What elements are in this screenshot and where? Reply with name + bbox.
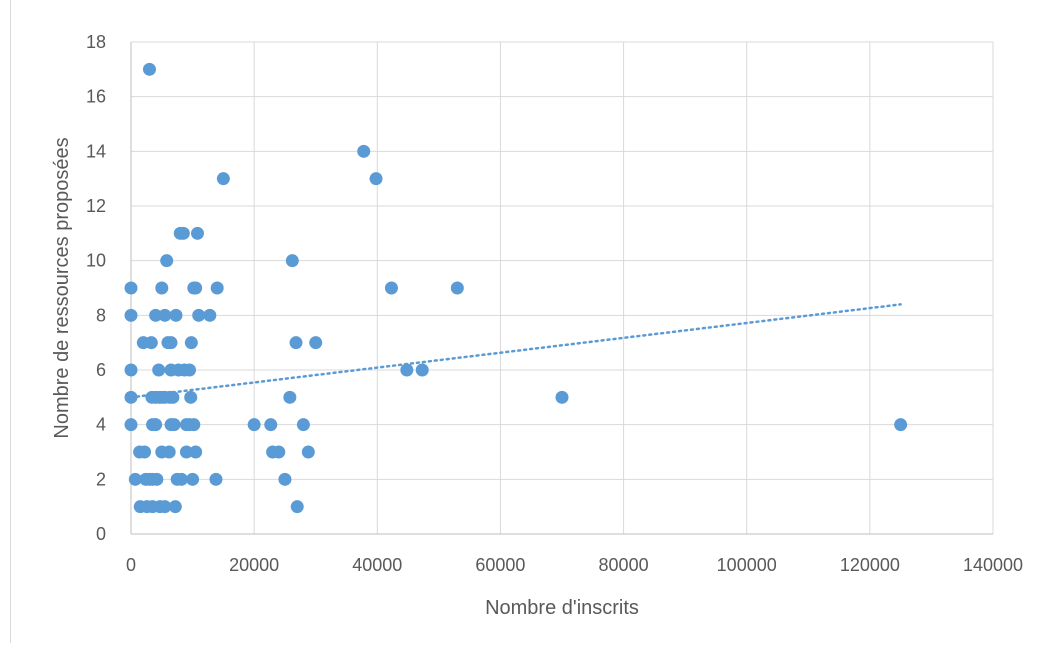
y-tick-label: 8: [96, 305, 106, 325]
trendline: [129, 303, 902, 399]
data-point: [124, 390, 138, 404]
data-point: [357, 144, 371, 158]
x-tick-label: 80000: [599, 555, 649, 575]
data-point: [289, 336, 303, 350]
data-point: [203, 308, 217, 322]
data-point: [149, 308, 163, 322]
data-point: [369, 172, 383, 186]
data-point: [162, 445, 176, 459]
data-point: [384, 281, 398, 295]
y-tick-label: 16: [86, 87, 106, 107]
data-point: [124, 363, 138, 377]
data-point: [264, 418, 278, 432]
data-point: [272, 445, 286, 459]
data-point: [160, 254, 174, 268]
data-point: [128, 472, 142, 486]
y-tick-label: 6: [96, 360, 106, 380]
axes: [130, 42, 993, 535]
x-tick-label: 60000: [475, 555, 525, 575]
data-point: [184, 390, 198, 404]
data-point: [166, 390, 180, 404]
data-point: [187, 418, 201, 432]
data-point: [278, 472, 292, 486]
data-point: [142, 62, 156, 76]
data-point: [296, 418, 310, 432]
data-point: [158, 308, 172, 322]
data-point: [150, 472, 164, 486]
x-tick-label: 140000: [963, 555, 1023, 575]
data-point: [216, 172, 230, 186]
x-tick-label: 100000: [717, 555, 777, 575]
x-tick-label: 20000: [229, 555, 279, 575]
y-tick-label: 10: [86, 251, 106, 271]
data-point: [169, 308, 183, 322]
data-point: [176, 226, 190, 240]
x-tick-label: 40000: [352, 555, 402, 575]
chart-border-line: [10, 0, 11, 643]
data-point: [192, 308, 206, 322]
gridlines: [131, 41, 994, 534]
x-axis-title: Nombre d'inscrits: [485, 597, 639, 619]
data-point: [167, 418, 181, 432]
data-point: [155, 281, 169, 295]
data-point: [184, 336, 198, 350]
data-point: [144, 336, 158, 350]
tick-labels: 0 20000 40000 60000 80000 100000 120000 140000 0…: [86, 32, 1023, 575]
data-point: [152, 363, 166, 377]
y-axis-title: Nombre de ressources proposées: [51, 137, 73, 438]
data-point: [168, 500, 182, 514]
trendline-group: [129, 303, 902, 399]
data-point: [283, 390, 297, 404]
axis-labels: Nombre d'inscrits Nombre de ressources p…: [51, 137, 639, 619]
data-point: [158, 500, 172, 514]
data-point: [174, 472, 188, 486]
y-tick-label: 4: [96, 415, 106, 435]
y-tick-label: 2: [96, 469, 106, 489]
data-point: [164, 336, 178, 350]
data-point: [309, 336, 323, 350]
data-point: [290, 500, 304, 514]
y-tick-label: 0: [96, 524, 106, 544]
x-tick-label: 120000: [840, 555, 900, 575]
data-point: [186, 472, 200, 486]
data-point: [189, 281, 203, 295]
data-point: [190, 226, 204, 240]
y-tick-label: 18: [86, 32, 106, 52]
data-point: [138, 445, 152, 459]
data-point: [247, 418, 261, 432]
data-point: [209, 472, 223, 486]
data-point: [415, 363, 429, 377]
data-point: [124, 418, 138, 432]
data-point: [555, 390, 569, 404]
data-point: [124, 308, 138, 322]
data-point: [210, 281, 224, 295]
data-point: [124, 281, 138, 295]
data-point: [149, 418, 163, 432]
data-point: [179, 445, 193, 459]
data-point: [301, 445, 315, 459]
x-tick-label: 0: [126, 555, 136, 575]
y-tick-label: 12: [86, 196, 106, 216]
data-point: [400, 363, 414, 377]
data-point: [285, 254, 299, 268]
data-point: [189, 445, 203, 459]
data-point: [450, 281, 464, 295]
data-point: [894, 418, 908, 432]
y-tick-label: 14: [86, 141, 106, 161]
data-points: [124, 62, 908, 514]
data-point: [182, 363, 196, 377]
